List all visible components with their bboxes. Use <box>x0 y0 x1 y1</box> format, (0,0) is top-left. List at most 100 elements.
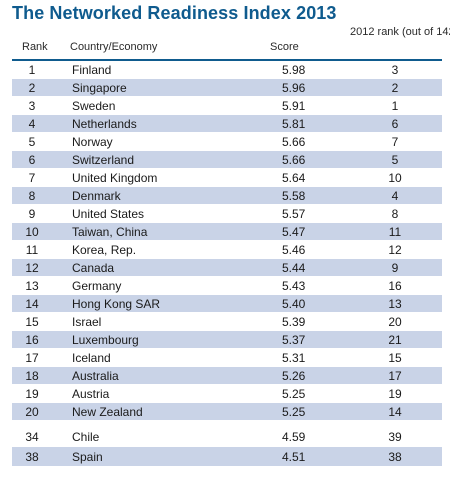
country-cell: Denmark <box>72 189 121 203</box>
rank-cell: 34 <box>25 430 39 444</box>
rank-cell: 5 <box>28 135 36 149</box>
rank-cell: 16 <box>25 333 39 347</box>
country-cell: Singapore <box>72 81 127 95</box>
country-cell: Australia <box>72 369 119 383</box>
score-cell: 5.25 <box>282 387 306 401</box>
table-row: 12 Canada 5.44 9 <box>12 259 442 277</box>
table-title: The Networked Readiness Index 2013 <box>12 3 337 23</box>
country-cell: Canada <box>72 261 115 275</box>
prev-rank-cell: 38 <box>388 450 402 464</box>
table-row: 16 Luxembourg 5.37 21 <box>12 331 442 349</box>
country-cell: Iceland <box>72 351 111 365</box>
rank-cell: 17 <box>25 351 39 365</box>
rank-cell: 13 <box>25 279 39 293</box>
table-row: 10 Taiwan, China 5.47 11 <box>12 223 442 241</box>
table-row: 17 Iceland 5.31 15 <box>12 349 442 367</box>
table-row: 6 Switzerland 5.66 5 <box>12 151 442 169</box>
rank-cell: 1 <box>28 63 36 77</box>
prev-rank-cell: 7 <box>391 135 399 149</box>
table-row: 9 United States 5.57 8 <box>12 205 442 223</box>
rank-cell: 20 <box>25 405 39 419</box>
score-cell: 5.96 <box>282 81 306 95</box>
table-row: 13 Germany 5.43 16 <box>12 277 442 295</box>
score-cell: 4.51 <box>282 450 306 464</box>
score-cell: 5.66 <box>282 153 306 167</box>
table-row: 1 Finland 5.98 3 <box>12 61 442 79</box>
country-cell: United States <box>72 207 145 221</box>
table-row: 5 Norway 5.66 7 <box>12 133 442 151</box>
prev-rank-cell: 20 <box>388 315 402 329</box>
country-cell: Austria <box>72 387 110 401</box>
rank-cell: 3 <box>28 99 36 113</box>
prev-rank-cell: 2 <box>391 81 399 95</box>
prev-rank-cell: 14 <box>388 405 402 419</box>
rank-cell: 6 <box>28 153 36 167</box>
country-cell: Korea, Rep. <box>72 243 137 257</box>
score-cell: 5.58 <box>282 189 306 203</box>
table-row: 15 Israel 5.39 20 <box>12 313 442 331</box>
rank-cell: 12 <box>25 261 39 275</box>
prev-rank-cell: 15 <box>388 351 402 365</box>
header-score: Score <box>270 41 299 53</box>
table-row: 18 Australia 5.26 17 <box>12 367 442 385</box>
score-cell: 5.43 <box>282 279 306 293</box>
prev-rank-cell: 11 <box>388 225 402 239</box>
rank-cell: 38 <box>25 450 39 464</box>
prev-rank-cell: 6 <box>391 117 399 131</box>
country-cell: New Zealand <box>72 405 143 419</box>
prev-rank-cell: 3 <box>391 63 399 77</box>
table-row: 7 United Kingdom 5.64 10 <box>12 169 442 187</box>
score-cell: 4.59 <box>282 430 306 444</box>
prev-rank-cell: 17 <box>388 369 402 383</box>
prev-rank-cell: 8 <box>391 207 399 221</box>
score-cell: 5.37 <box>282 333 306 347</box>
rank-cell: 18 <box>25 369 39 383</box>
rank-cell: 7 <box>28 171 36 185</box>
table-row: 20 New Zealand 5.25 14 <box>12 403 442 421</box>
rank-cell: 9 <box>28 207 36 221</box>
rank-cell: 10 <box>25 225 39 239</box>
country-cell: Finland <box>72 63 112 77</box>
rank-cell: 19 <box>25 387 39 401</box>
country-cell: Switzerland <box>72 153 135 167</box>
country-cell: Israel <box>72 315 102 329</box>
score-cell: 5.46 <box>282 243 306 257</box>
prev-rank-cell: 16 <box>388 279 402 293</box>
header-divider <box>12 59 442 61</box>
country-cell: Norway <box>72 135 113 149</box>
prev-rank-cell: 13 <box>388 297 402 311</box>
prev-rank-cell: 21 <box>388 333 402 347</box>
table-header: Rank Country/Economy Score 2012 rank (ou… <box>0 24 450 59</box>
prev-rank-cell: 9 <box>391 261 399 275</box>
prev-rank-cell: 5 <box>391 153 399 167</box>
rank-cell: 15 <box>25 315 39 329</box>
score-cell: 5.40 <box>282 297 306 311</box>
score-cell: 5.81 <box>282 117 306 131</box>
country-cell: Germany <box>72 279 122 293</box>
score-cell: 5.57 <box>282 207 306 221</box>
country-cell: Spain <box>72 450 103 464</box>
header-2012-rank: 2012 rank (out of 142) <box>350 26 450 38</box>
country-cell: Netherlands <box>72 117 137 131</box>
rank-cell: 14 <box>25 297 39 311</box>
table-row: 4 Netherlands 5.81 6 <box>12 115 442 133</box>
score-cell: 5.98 <box>282 63 306 77</box>
score-cell: 5.26 <box>282 369 306 383</box>
table-row: 3 Sweden 5.91 1 <box>12 97 442 115</box>
rank-cell: 8 <box>28 189 36 203</box>
score-cell: 5.44 <box>282 261 306 275</box>
header-country: Country/Economy <box>70 41 158 53</box>
country-cell: Chile <box>72 430 100 444</box>
country-cell: Hong Kong SAR <box>72 297 161 311</box>
score-cell: 5.47 <box>282 225 306 239</box>
prev-rank-cell: 39 <box>388 430 402 444</box>
prev-rank-cell: 1 <box>391 99 399 113</box>
header-rank: Rank <box>22 41 48 53</box>
country-cell: Sweden <box>72 99 116 113</box>
prev-rank-cell: 10 <box>388 171 402 185</box>
country-cell: Luxembourg <box>72 333 139 347</box>
score-cell: 5.66 <box>282 135 306 149</box>
score-cell: 5.31 <box>282 351 306 365</box>
prev-rank-cell: 12 <box>388 243 402 257</box>
rank-cell: 4 <box>28 117 36 131</box>
